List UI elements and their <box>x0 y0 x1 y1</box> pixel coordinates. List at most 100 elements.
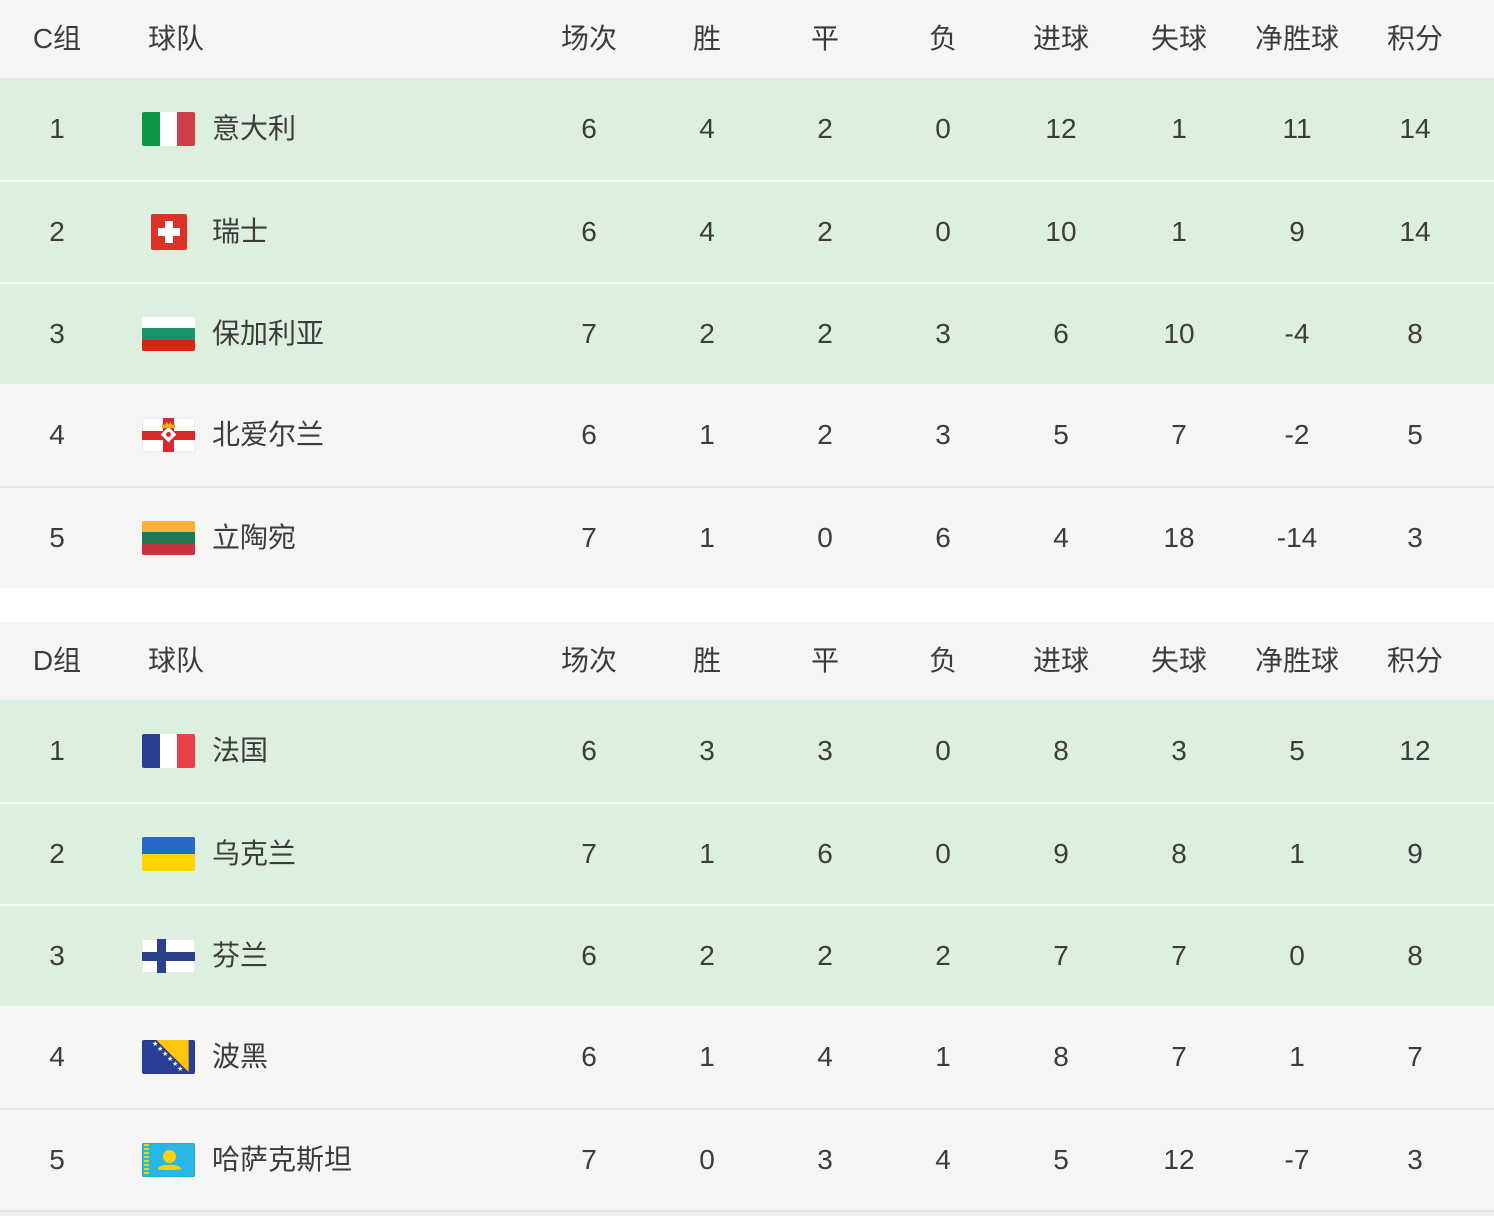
column-header-lost: 负 <box>928 645 957 676</box>
stat-goal-diff: -14 <box>1276 522 1318 553</box>
team-name: 乌克兰 <box>212 838 297 869</box>
stat-goals-for: 8 <box>1053 1041 1069 1072</box>
table-row-switzerland[interactable]: 2 瑞士 6 4 2 0 10 1 9 14 <box>0 180 1494 282</box>
stat-points: 12 <box>1399 735 1431 766</box>
stat-goals-for: 5 <box>1053 1144 1069 1175</box>
rank: 1 <box>49 113 65 144</box>
table-row-france[interactable]: 1 法国 6 3 3 0 8 3 5 12 <box>0 700 1494 802</box>
group-d-table: D组 球队 场次 胜 平 负 进球 失球 净胜球 积分 1 法国 6 3 3 0… <box>0 622 1494 1210</box>
stat-played: 6 <box>581 1041 597 1072</box>
table-row-lithuania[interactable]: 5 立陶宛 7 1 0 6 4 18 -14 3 <box>0 486 1494 588</box>
stat-played: 6 <box>581 419 597 450</box>
stat-won: 2 <box>699 940 715 971</box>
stat-points: 8 <box>1407 940 1423 971</box>
stat-drawn: 3 <box>817 735 833 766</box>
team-name: 保加利亚 <box>212 318 325 349</box>
rank: 4 <box>49 1041 65 1072</box>
stat-drawn: 2 <box>817 113 833 144</box>
team-name: 立陶宛 <box>212 522 297 553</box>
team-name: 芬兰 <box>212 940 269 971</box>
stat-played: 7 <box>581 1144 597 1175</box>
northern-ireland-flag <box>142 417 195 453</box>
team-name: 意大利 <box>212 113 297 144</box>
column-header-team: 球队 <box>148 23 205 54</box>
rank: 5 <box>49 522 65 553</box>
team-name: 北爱尔兰 <box>212 419 325 450</box>
stat-goal-diff: 1 <box>1289 1041 1305 1072</box>
stat-lost: 4 <box>935 1144 951 1175</box>
column-header-goal-diff: 净胜球 <box>1254 23 1339 54</box>
rank: 3 <box>49 940 65 971</box>
column-header-won: 胜 <box>692 645 721 676</box>
bosnia-flag: ★ ★ ★ ★ ★ ★ <box>142 1039 195 1075</box>
table-row-bosnia[interactable]: 4 ★ ★ ★ ★ ★ ★ 波黑 6 1 4 1 8 7 1 7 <box>0 1006 1494 1108</box>
table-row-northern-ireland[interactable]: 4 北爱尔兰 6 1 2 3 5 7 -2 5 <box>0 384 1494 486</box>
group-c-table: C组 球队 场次 胜 平 负 进球 失球 净胜球 积分 1 意大利 6 4 2 … <box>0 0 1494 588</box>
stat-goals-for: 4 <box>1053 522 1069 553</box>
stat-points: 7 <box>1407 1041 1423 1072</box>
stat-points: 14 <box>1399 113 1431 144</box>
stat-goals-for: 8 <box>1053 735 1069 766</box>
rank: 5 <box>49 1144 65 1175</box>
stat-drawn: 4 <box>817 1041 833 1072</box>
stat-played: 7 <box>581 838 597 869</box>
stat-won: 2 <box>699 318 715 349</box>
section-divider <box>0 588 1494 622</box>
column-header-lost: 负 <box>928 23 957 54</box>
stat-lost: 0 <box>935 838 951 869</box>
stat-goals-against: 7 <box>1171 1041 1187 1072</box>
stat-won: 4 <box>699 113 715 144</box>
finland-flag <box>142 938 195 974</box>
stat-goals-against: 18 <box>1163 522 1195 553</box>
table-row-kazakhstan[interactable]: 5 哈萨克斯坦 7 0 3 4 5 12 -7 3 <box>0 1108 1494 1210</box>
ukraine-flag <box>142 836 195 872</box>
column-header-goals-against: 失球 <box>1150 23 1207 54</box>
stat-drawn: 6 <box>817 838 833 869</box>
rank: 1 <box>49 735 65 766</box>
stat-won: 1 <box>699 522 715 553</box>
stat-goals-for: 6 <box>1053 318 1069 349</box>
stat-goals-for: 5 <box>1053 419 1069 450</box>
table-row-bulgaria[interactable]: 3 保加利亚 7 2 2 3 6 10 -4 8 <box>0 282 1494 384</box>
team-cell: 瑞士 <box>114 214 530 250</box>
team-cell: 芬兰 <box>114 938 530 974</box>
stat-played: 7 <box>581 522 597 553</box>
stat-goals-against: 10 <box>1163 318 1195 349</box>
stat-points: 14 <box>1399 216 1431 247</box>
stat-lost: 3 <box>935 419 951 450</box>
stat-goals-against: 3 <box>1171 735 1187 766</box>
bulgaria-flag <box>142 316 195 352</box>
column-header-goals-for: 进球 <box>1032 645 1089 676</box>
stat-lost: 0 <box>935 113 951 144</box>
stat-won: 4 <box>699 216 715 247</box>
stat-goal-diff: -2 <box>1284 419 1310 450</box>
stat-goals-for: 7 <box>1053 940 1069 971</box>
table-row-finland[interactable]: 3 芬兰 6 2 2 2 7 7 0 8 <box>0 904 1494 1006</box>
stat-goal-diff: 9 <box>1289 216 1305 247</box>
stat-won: 1 <box>699 419 715 450</box>
stat-goals-against: 8 <box>1171 838 1187 869</box>
stat-lost: 3 <box>935 318 951 349</box>
france-flag <box>142 733 195 769</box>
column-header-points: 积分 <box>1386 645 1443 676</box>
table-row-italy[interactable]: 1 意大利 6 4 2 0 12 1 11 14 <box>0 78 1494 180</box>
stat-points: 5 <box>1407 419 1423 450</box>
stat-goal-diff: 0 <box>1289 940 1305 971</box>
stat-drawn: 3 <box>817 1144 833 1175</box>
stat-lost: 2 <box>935 940 951 971</box>
team-cell: ★ ★ ★ ★ ★ ★ 波黑 <box>114 1039 530 1075</box>
stat-goal-diff: 5 <box>1289 735 1305 766</box>
kazakhstan-flag <box>142 1142 195 1178</box>
column-header-goals-for: 进球 <box>1032 23 1089 54</box>
stat-goals-against: 1 <box>1171 216 1187 247</box>
team-cell: 保加利亚 <box>114 316 530 352</box>
table-row-ukraine[interactable]: 2 乌克兰 7 1 6 0 9 8 1 9 <box>0 802 1494 904</box>
rank: 4 <box>49 419 65 450</box>
stat-played: 6 <box>581 216 597 247</box>
stat-goals-for: 10 <box>1045 216 1077 247</box>
stat-played: 6 <box>581 113 597 144</box>
stat-goal-diff: -7 <box>1284 1144 1310 1175</box>
column-header-played: 场次 <box>560 645 617 676</box>
stat-drawn: 2 <box>817 419 833 450</box>
rank: 3 <box>49 318 65 349</box>
